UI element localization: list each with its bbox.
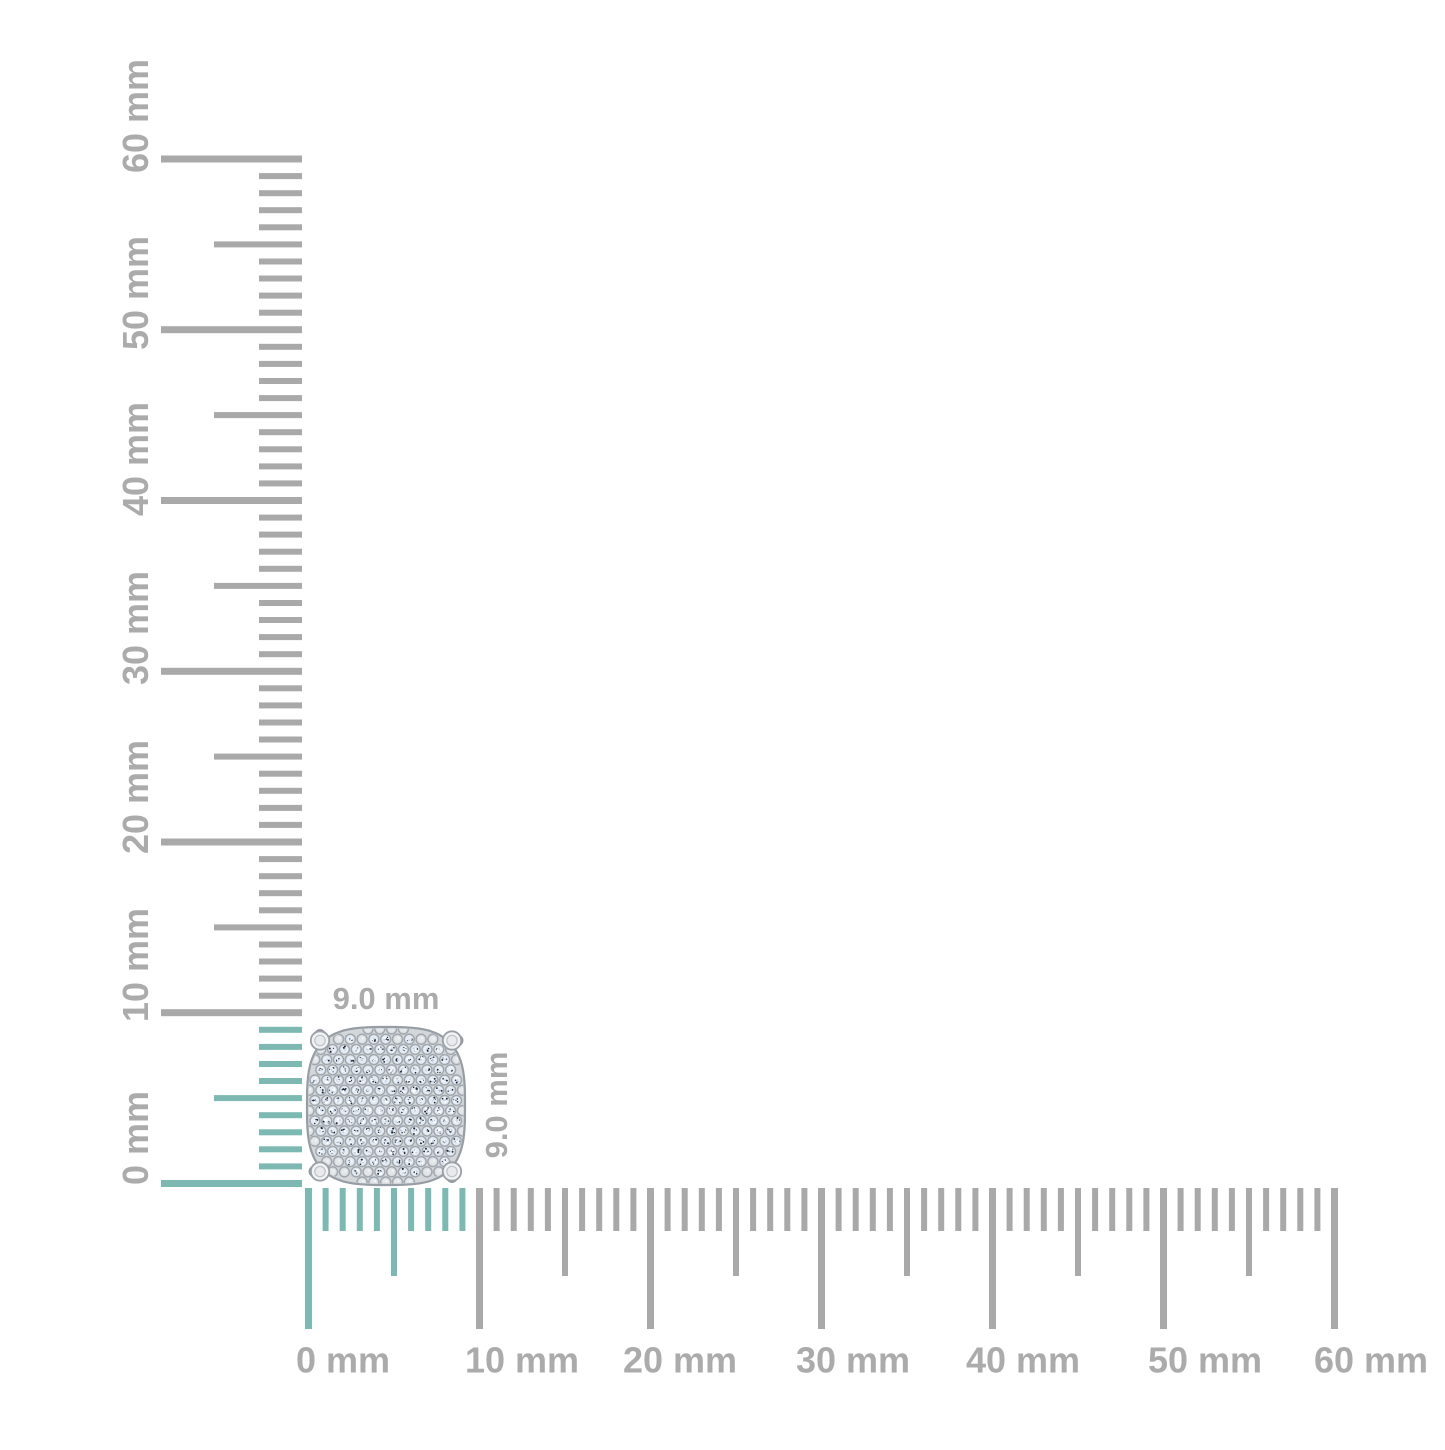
svg-text:30 mm: 30 mm [115, 571, 156, 685]
svg-text:50 mm: 50 mm [1148, 1340, 1262, 1381]
svg-text:20 mm: 20 mm [115, 740, 156, 854]
svg-text:40 mm: 40 mm [115, 402, 156, 516]
svg-text:40 mm: 40 mm [966, 1340, 1080, 1381]
svg-text:20 mm: 20 mm [623, 1340, 737, 1381]
svg-text:10 mm: 10 mm [465, 1340, 579, 1381]
svg-text:60 mm: 60 mm [115, 59, 156, 173]
svg-text:30 mm: 30 mm [796, 1340, 910, 1381]
svg-text:0 mm: 0 mm [296, 1340, 390, 1381]
svg-text:60 mm: 60 mm [1314, 1340, 1428, 1381]
svg-text:9.0 mm: 9.0 mm [333, 981, 440, 1016]
svg-text:10 mm: 10 mm [115, 908, 156, 1022]
svg-text:0 mm: 0 mm [115, 1091, 156, 1185]
svg-text:9.0 mm: 9.0 mm [479, 1052, 514, 1159]
svg-text:50 mm: 50 mm [115, 236, 156, 350]
